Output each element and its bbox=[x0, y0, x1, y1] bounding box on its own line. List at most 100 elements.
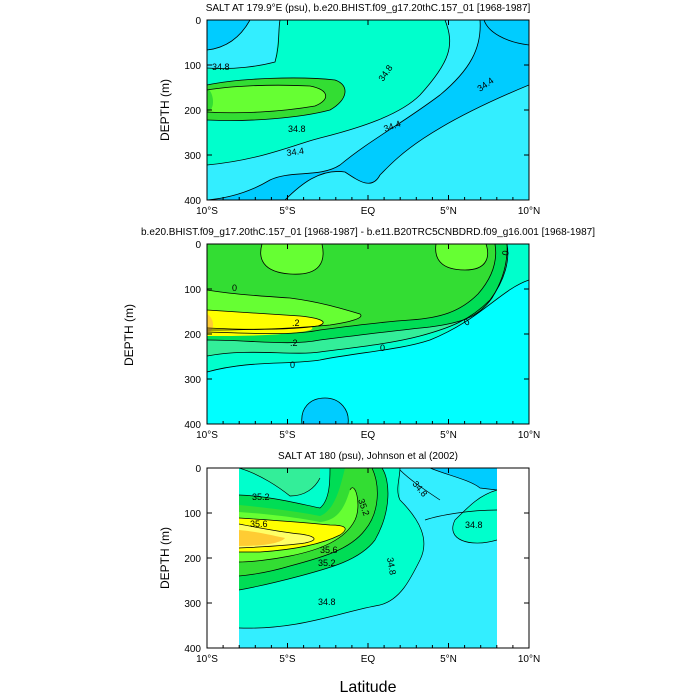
panel-1-title: SALT AT 179.9°E (psu), b.e20.BHIST.f09_g… bbox=[206, 3, 531, 14]
panel-1-fill-band bbox=[207, 85, 529, 200]
y-tick-label: 200 bbox=[184, 554, 201, 565]
panel-1-contour-lines bbox=[207, 20, 529, 200]
panel-1-contour-line bbox=[284, 84, 529, 200]
panel-3-contour-line bbox=[429, 468, 497, 491]
panel-3-contour-line bbox=[239, 487, 359, 563]
panel-3-fill-band bbox=[430, 468, 497, 490]
panel-2-contour-label: 0 bbox=[500, 250, 511, 257]
panel-2-fill-band bbox=[301, 398, 349, 424]
panel-1-contour-label: 34.8 bbox=[212, 62, 230, 72]
y-tick-label: 100 bbox=[184, 61, 201, 72]
x-tick-label: EQ bbox=[361, 206, 376, 217]
x-tick-label: 5°N bbox=[440, 654, 457, 665]
y-tick-label: 300 bbox=[184, 599, 201, 610]
panel-1-fill-band bbox=[207, 20, 250, 50]
panel-3-contour-label: 35.2 bbox=[252, 492, 270, 502]
panel-3-contour-line bbox=[424, 509, 497, 521]
panel-2-contour-label: .2 bbox=[292, 318, 300, 328]
x-tick-label: 5°N bbox=[440, 430, 457, 441]
panel-3-contour-label: 34.8 bbox=[318, 597, 336, 607]
y-tick-label: 200 bbox=[184, 106, 201, 117]
panel-1-fill-band bbox=[207, 88, 214, 112]
panel-2-title: b.e20.BHIST.f09_g17.20thC.157_01 [1968-1… bbox=[141, 227, 595, 238]
y-tick-label: 0 bbox=[195, 16, 201, 27]
x-tick-label: 10°N bbox=[518, 654, 540, 665]
panel-1-contour-line bbox=[207, 20, 251, 51]
panel-3-fill-band bbox=[239, 468, 320, 496]
panel-3-ylabel: DEPTH (m) bbox=[158, 527, 172, 589]
panel-3-contour-label: 35.6 bbox=[250, 519, 268, 529]
panel-1-fill-band bbox=[207, 85, 326, 113]
x-tick-label: 10°N bbox=[518, 430, 540, 441]
panel-2-contour-line bbox=[207, 309, 324, 330]
y-tick-label: 100 bbox=[184, 509, 201, 520]
panel-2-contour-label: .2 bbox=[290, 338, 298, 348]
x-axis-label: Latitude bbox=[340, 679, 397, 696]
panel-3-contour-line bbox=[239, 468, 321, 497]
panel-1-contour-line bbox=[207, 20, 451, 166]
panel-2-contour-label: 0 bbox=[290, 360, 295, 370]
y-tick-label: 0 bbox=[195, 240, 201, 251]
panel-3-contour-line bbox=[452, 489, 497, 544]
panel-2-contour-label: 0 bbox=[380, 343, 385, 353]
x-tick-label: 5°S bbox=[279, 430, 296, 441]
panel-2-contour-line bbox=[435, 244, 489, 271]
panel-3-fill-band bbox=[239, 530, 285, 546]
y-tick-label: 300 bbox=[184, 375, 201, 386]
panel-3-contour-line bbox=[239, 523, 315, 549]
panel-3: SALT AT 180 (psu), Johnson et al (2002) … bbox=[158, 451, 540, 665]
panel-2-contour-label: 0 bbox=[232, 283, 237, 293]
panel-2-contour-line bbox=[207, 244, 508, 344]
panel-3-contour-line bbox=[239, 468, 389, 591]
panel-1-fill-band bbox=[484, 20, 529, 45]
y-tick-label: 200 bbox=[184, 330, 201, 341]
panel-1-ylabel: DEPTH (m) bbox=[158, 79, 172, 141]
panel-1-contour-line bbox=[207, 20, 281, 69]
x-tick-label: 5°N bbox=[440, 206, 457, 217]
panel-2-contour-lines bbox=[207, 244, 529, 424]
panel-3-contour-label: 34.8 bbox=[465, 520, 483, 530]
panel-3-contour-label: 35.2 bbox=[318, 558, 336, 568]
x-tick-label: 5°S bbox=[279, 206, 296, 217]
panel-3-contour-fill bbox=[239, 468, 497, 648]
panel-2-contour-line bbox=[207, 279, 529, 373]
panel-2-fill-band bbox=[207, 320, 313, 336]
panel-1-contour-label: 34.8 bbox=[288, 124, 306, 134]
panel-2-ylabel: DEPTH (m) bbox=[122, 304, 136, 366]
x-tick-label: 10°S bbox=[196, 430, 218, 441]
panel-2-contour-line bbox=[301, 397, 349, 424]
panel-1: SALT AT 179.9°E (psu), b.e20.BHIST.f09_g… bbox=[158, 3, 540, 217]
panel-1-contour-line bbox=[483, 20, 529, 46]
panel-3-contour-line bbox=[239, 517, 346, 553]
panel-2-fill-band bbox=[207, 314, 214, 334]
y-tick-label: 300 bbox=[184, 151, 201, 162]
y-tick-label: 400 bbox=[184, 420, 201, 431]
panel-3-contour-line bbox=[399, 469, 441, 501]
panel-1-contour-line bbox=[207, 20, 481, 200]
panel-2-fill-band bbox=[260, 244, 324, 275]
panel-2-axes: 10°S 5°S EQ 5°N 10°N 0 100 200 300 400 bbox=[184, 240, 540, 441]
panel-3-contour-label: 35.6 bbox=[320, 545, 338, 555]
panel-3-contour-label: 34.8 bbox=[385, 557, 398, 576]
panel-2: b.e20.BHIST.f09_g17.20thC.157_01 [1968-1… bbox=[122, 227, 595, 441]
panel-3-contour-line bbox=[239, 468, 378, 577]
x-tick-label: EQ bbox=[361, 654, 376, 665]
panel-1-contour-line bbox=[207, 84, 327, 114]
y-tick-label: 100 bbox=[184, 285, 201, 296]
panel-2-contour-line bbox=[207, 289, 362, 331]
panel-2-contour-line bbox=[260, 244, 324, 275]
panel-1-axes: 10°S 5°S EQ 5°N 10°N 0 100 200 300 400 bbox=[184, 16, 540, 217]
panel-3-contour-line bbox=[239, 468, 331, 509]
panel-1-contour-fill bbox=[207, 20, 529, 200]
panel-2-contour-line bbox=[207, 244, 497, 335]
panel-3-title: SALT AT 180 (psu), Johnson et al (2002) bbox=[278, 451, 458, 462]
x-tick-label: 10°S bbox=[196, 654, 218, 665]
x-tick-label: EQ bbox=[361, 430, 376, 441]
y-tick-label: 0 bbox=[195, 464, 201, 475]
panel-1-contour-line bbox=[207, 77, 346, 121]
y-tick-label: 400 bbox=[184, 196, 201, 207]
panel-3-contour-line bbox=[239, 468, 425, 629]
panel-3-contour-lines bbox=[239, 468, 497, 629]
x-tick-label: 10°S bbox=[196, 206, 218, 217]
